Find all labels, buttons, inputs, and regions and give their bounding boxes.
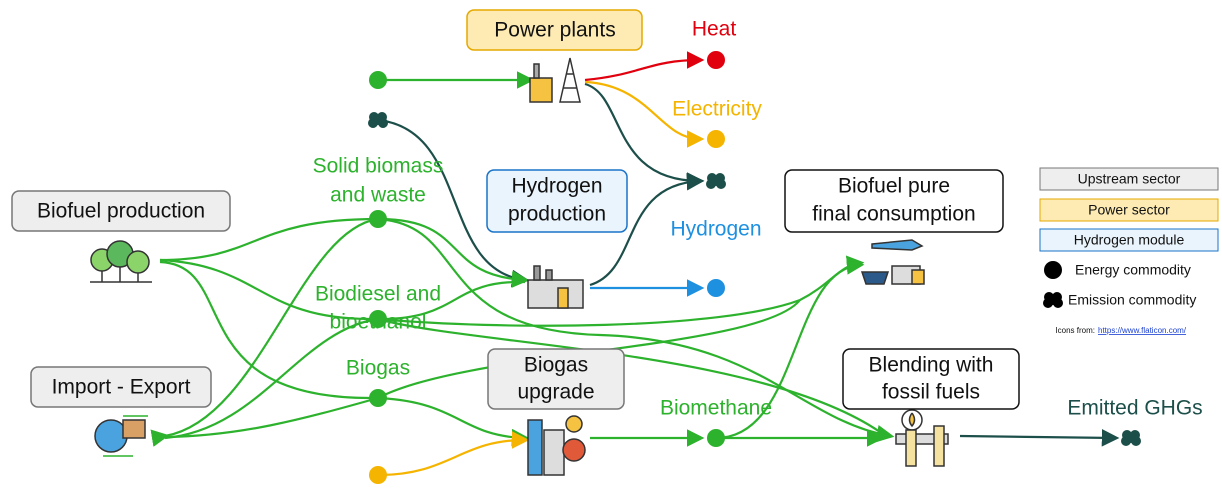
box-label: final consumption	[812, 203, 975, 226]
legend-label: Power sector	[1088, 202, 1170, 218]
legend-label: Hydrogen module	[1074, 232, 1185, 248]
box-label: Import - Export	[52, 376, 191, 399]
box-label: production	[508, 203, 606, 226]
credit-text: Icons from:	[1055, 326, 1095, 335]
commodity-label: Emitted GHGs	[1067, 397, 1202, 420]
legend-label: Energy commodity	[1075, 262, 1191, 278]
legend-label: Upstream sector	[1078, 171, 1181, 187]
box-label: fossil fuels	[882, 381, 980, 404]
credit-link[interactable]: https://www.flaticon.com/	[1098, 326, 1187, 335]
boxes: Power plants Hydrogen production Biofuel…	[12, 10, 1019, 409]
commodity-label: Biomethane	[660, 397, 772, 420]
box-label: Biofuel production	[37, 200, 205, 223]
commodity-label: Heat	[692, 18, 737, 41]
legend: Upstream sector Power sector Hydrogen mo…	[1040, 168, 1218, 335]
flows	[160, 60, 1115, 475]
box-label: upgrade	[517, 381, 594, 404]
commodity-label: bioethanol	[330, 311, 427, 334]
legend-label: Emission commodity	[1068, 292, 1196, 308]
commodity-label: Biogas	[346, 357, 410, 380]
commodity-label: Electricity	[672, 98, 762, 121]
box-label: Hydrogen	[511, 175, 602, 198]
box-label: Power plants	[494, 19, 615, 42]
box-label: Blending with	[869, 354, 994, 377]
commodity-label: and waste	[330, 184, 426, 207]
commodity-label: Biodiesel and	[315, 283, 441, 306]
box-label: Biogas	[524, 354, 588, 377]
commodity-label: Solid biomass	[313, 155, 444, 178]
box-label: Biofuel pure	[838, 175, 950, 198]
icons	[90, 58, 948, 475]
diagram: Power plants Hydrogen production Biofuel…	[0, 0, 1222, 484]
commodity-label: Hydrogen	[670, 218, 761, 241]
